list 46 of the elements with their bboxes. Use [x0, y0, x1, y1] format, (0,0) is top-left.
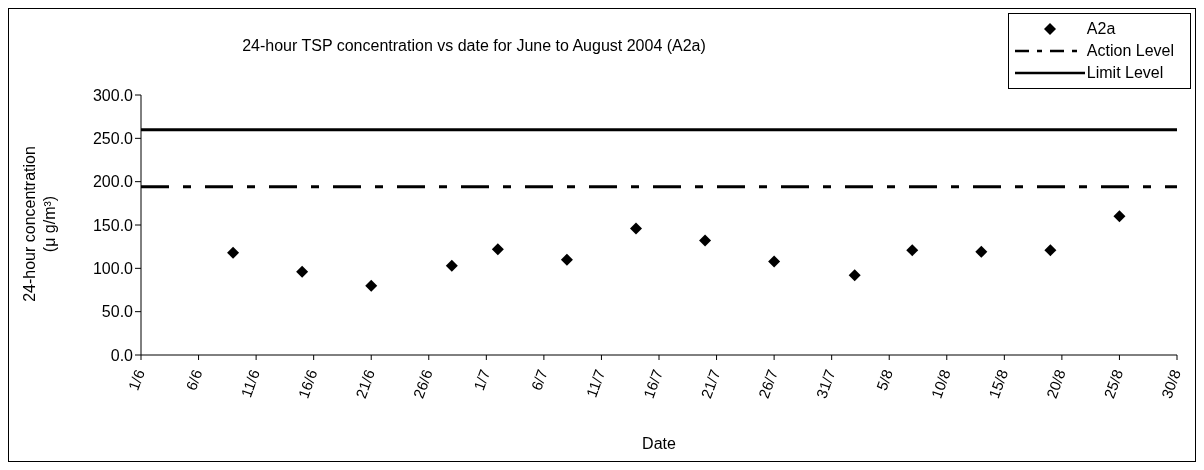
- point: [227, 246, 240, 259]
- x-tick-label: 11/6: [237, 367, 263, 400]
- y-tick-label: 150.0: [92, 216, 134, 234]
- point: [1044, 244, 1057, 257]
- point: [560, 253, 573, 266]
- point: [699, 234, 712, 247]
- x-tick-label: 15/8: [985, 367, 1012, 401]
- x-tick-label: 6/7: [527, 367, 551, 393]
- point: [1113, 210, 1126, 223]
- point: [975, 245, 988, 258]
- x-tick-label: 20/8: [1042, 367, 1069, 401]
- x-tick-label: 31/7: [812, 367, 839, 401]
- y-axis-title: 24-hour concentration (μ g/m³): [21, 146, 58, 302]
- x-tick-label: 25/8: [1100, 367, 1127, 401]
- point: [629, 222, 642, 235]
- point: [906, 244, 919, 257]
- x-tick-label: 30/8: [1157, 367, 1184, 401]
- x-tick-label: 1/7: [470, 367, 494, 393]
- x-tick-label: 16/6: [294, 367, 321, 401]
- x-axis-title: Date: [642, 435, 676, 452]
- chart-title: 24-hour TSP concentration vs date for June to August 2004 (A2a): [241, 37, 707, 55]
- y-tick-label: 100.0: [92, 260, 134, 278]
- x-tick-label: 5/8: [872, 367, 897, 393]
- point: [296, 265, 309, 278]
- point: [445, 259, 458, 272]
- point: [491, 243, 504, 256]
- y-tick-label: 50.0: [101, 303, 134, 321]
- x-tick-label: 26/6: [409, 367, 436, 401]
- x-tick-label: 11/7: [582, 367, 609, 400]
- legend-label: A2a: [1086, 20, 1116, 38]
- x-tick-label: 10/8: [927, 367, 954, 401]
- x-tick-label: 16/7: [639, 367, 666, 401]
- x-tick-label: 21/6: [352, 367, 379, 401]
- x-tick-label: 21/7: [697, 367, 724, 401]
- x-tick-label: 26/7: [754, 367, 781, 401]
- y-tick-label: 250.0: [92, 130, 134, 148]
- point: [768, 255, 781, 268]
- x-tick-label: 1/6: [124, 367, 148, 393]
- x-tick-label: 6/6: [182, 367, 206, 393]
- point: [365, 279, 378, 292]
- y-tick-label: 300.0: [92, 86, 134, 104]
- legend-label: Action Level: [1086, 42, 1174, 60]
- y-tick-label: 200.0: [92, 173, 134, 191]
- y-tick-label: 0.0: [110, 346, 134, 364]
- point: [848, 269, 861, 282]
- legend-label: Limit Level: [1086, 64, 1164, 82]
